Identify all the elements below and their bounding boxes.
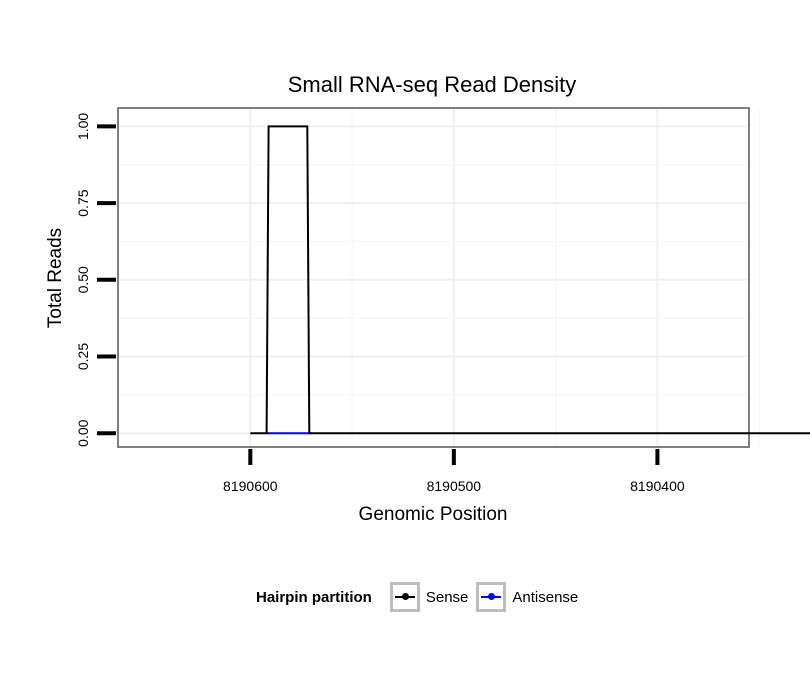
x-tick-label: 8190400: [630, 478, 685, 494]
x-tick-label: 8190600: [223, 478, 278, 494]
x-axis: 8190600 8190500 8190400: [223, 449, 685, 494]
y-tick-label: 0.00: [75, 419, 91, 446]
x-axis-label: Genomic Position: [359, 504, 508, 525]
plot-panel: [117, 107, 750, 448]
y-tick-label: 1.00: [75, 113, 91, 140]
y-axis-label: Total Reads: [45, 228, 66, 328]
x-tick-label: 8190500: [427, 478, 482, 494]
legend-key-dot: [401, 593, 409, 600]
y-tick-label: 0.75: [75, 189, 91, 216]
y-axis: 0.00 0.25 0.50 0.75 1.00: [75, 113, 116, 447]
y-tick-label: 0.50: [75, 266, 91, 293]
series-group: [250, 125, 810, 435]
legend-key-sense: [389, 582, 420, 612]
legend-title: Hairpin partition: [256, 588, 372, 606]
legend-label-sense: Sense: [425, 588, 469, 606]
legend-label-antisense: Antisense: [512, 588, 579, 606]
y-tick-label: 0.25: [75, 343, 91, 370]
legend-key-dot: [488, 593, 496, 600]
series-line-sense: [250, 125, 810, 435]
chart-title: Small RNA-seq Read Density: [288, 72, 577, 97]
legend: Hairpin partition Sense Antisense: [256, 580, 586, 614]
legend-key-antisense: [476, 582, 507, 612]
